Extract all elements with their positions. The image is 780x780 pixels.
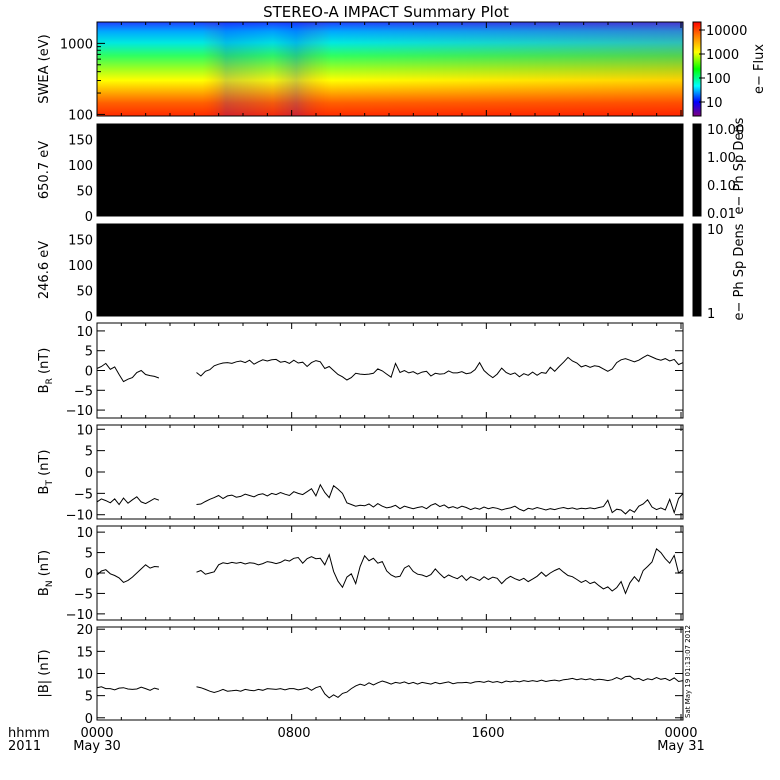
spectrogram-ph246: [97, 224, 683, 316]
spectrogram-ph650: [97, 124, 683, 216]
y-tick-label: −5: [74, 384, 93, 399]
series-line-br: [96, 362, 160, 383]
hhmm-label: hhmm: [8, 726, 50, 741]
panel-br: 10 5 0 −5 −10 BR (nT): [37, 322, 684, 419]
y-tick-label: −10: [66, 608, 93, 623]
y-tick-label: −10: [66, 404, 93, 419]
colorbar-tick-label: 1.00: [707, 151, 736, 166]
x-tick-label: 0000: [80, 726, 113, 741]
y-tick-label: 0: [85, 210, 93, 225]
swea-spectrogram-variation: [97, 22, 683, 116]
panel-frame: [96, 424, 684, 520]
y-tick-label: 100: [68, 108, 93, 123]
y-tick-label: 10: [76, 423, 93, 438]
panel-frame: [96, 223, 684, 317]
y-axis-label: 246.6 eV: [37, 241, 52, 299]
colorbar-tick-label: 1000: [706, 48, 739, 63]
y-axis-label: 650.7 eV: [37, 141, 52, 199]
panel-bmag: 20 15 10 5 0 |B| (nT): [37, 623, 684, 727]
y-tick-label: −10: [66, 509, 93, 524]
time-axis-labels: hhmm 2011 0000 0800 1600 0000 May 30 May…: [8, 726, 705, 754]
colorbar: [692, 21, 702, 117]
y-axis-label: |B| (nT): [37, 649, 52, 697]
panel-frame: [96, 626, 684, 721]
end-date-label: May 31: [657, 739, 705, 754]
y-tick-label: 0: [85, 365, 93, 380]
series-line-br: [196, 354, 684, 381]
y-tick-label: 50: [76, 184, 93, 199]
year-label: 2011: [8, 739, 41, 754]
y-axis-label: BR (nT): [37, 348, 55, 394]
colorbar-label: e− Flux: [752, 44, 767, 94]
y-axis-label: SWEA (eV): [37, 34, 52, 103]
y-tick-label: 100: [68, 259, 93, 274]
y-tick-label: 100: [68, 159, 93, 174]
y-tick-label: 0: [85, 567, 93, 582]
panel-ph246: 150 100 50 0 10 1 e− Ph Sp Dens 246.6 eV: [37, 223, 747, 325]
colorbar-tick-label: 0.10: [707, 179, 736, 194]
series-line-bmag: [96, 686, 160, 691]
y-tick-label: 0: [85, 310, 93, 325]
x-tick-label: 0800: [277, 726, 310, 741]
colorbar-label: e− Ph Sp Dens: [732, 117, 747, 214]
y-axis-label: BN (nT): [37, 550, 55, 596]
y-tick-label: 5: [85, 445, 93, 460]
y-tick-label: −5: [74, 587, 93, 602]
y-tick-label: 50: [76, 284, 93, 299]
colorbar-tick-label: 1: [707, 307, 715, 322]
y-tick-label: 10: [76, 668, 93, 683]
plot-title: STEREO-A IMPACT Summary Plot: [263, 3, 509, 21]
panel-bt: 10 5 0 −5 −10 BT (nT): [37, 423, 684, 524]
colorbar-tick-label: 10000: [706, 24, 747, 39]
series-line-bmag: [196, 675, 684, 699]
panel-frame: [96, 21, 684, 117]
colorbar-tick-label: 100: [706, 72, 731, 87]
series-line-bt: [196, 483, 684, 515]
colorbar-tick-label: 10.00: [707, 123, 744, 138]
y-tick-label: 5: [85, 547, 93, 562]
panel-bn: 10 5 0 −5 −10 BN (nT): [37, 525, 684, 623]
series-line-bn: [196, 548, 684, 595]
colorbar-tick-label: 10: [706, 96, 723, 111]
y-tick-label: 150: [68, 233, 93, 248]
y-tick-label: 5: [85, 345, 93, 360]
y-tick-label: 150: [68, 133, 93, 148]
timestamp-stamp: Sat May 19 01:13:07 2012: [684, 625, 692, 718]
y-tick-label: 15: [76, 645, 93, 660]
x-tick-label: 1600: [471, 726, 504, 741]
y-tick-label: 10: [76, 325, 93, 340]
y-tick-label: 5: [85, 690, 93, 705]
y-tick-label: 0: [85, 466, 93, 481]
y-tick-label: −5: [74, 487, 93, 502]
y-axis-label: BT (nT): [37, 450, 55, 495]
colorbar-tick-label: 0.01: [707, 207, 736, 222]
x-tick-label: 0000: [664, 726, 697, 741]
series-line-bn: [96, 564, 159, 583]
start-date-label: May 30: [73, 739, 121, 754]
y-tick-label: 1000: [60, 37, 93, 52]
colorbar-tick-label: 10: [707, 223, 724, 238]
colorbar: [692, 223, 702, 317]
panel-frame: [96, 123, 684, 217]
series-line-bt: [96, 496, 160, 506]
colorbar: [692, 123, 702, 217]
panel-frame: [96, 322, 684, 419]
panel-frame: [96, 525, 684, 621]
y-tick-label: 20: [76, 623, 93, 638]
panel-swea: 100 1000 10000 1000 100 10 e− Flux SWEA (eV): [37, 21, 767, 123]
panel-ph650: 150 100 50 0 10.00 1.00 0.10 0.01e− Ph Sp Dens 6…: [37, 117, 747, 225]
colorbar-label: e− Ph Sp Dens: [732, 223, 747, 320]
y-tick-label: 0: [85, 712, 93, 727]
y-tick-label: 10: [76, 526, 93, 541]
